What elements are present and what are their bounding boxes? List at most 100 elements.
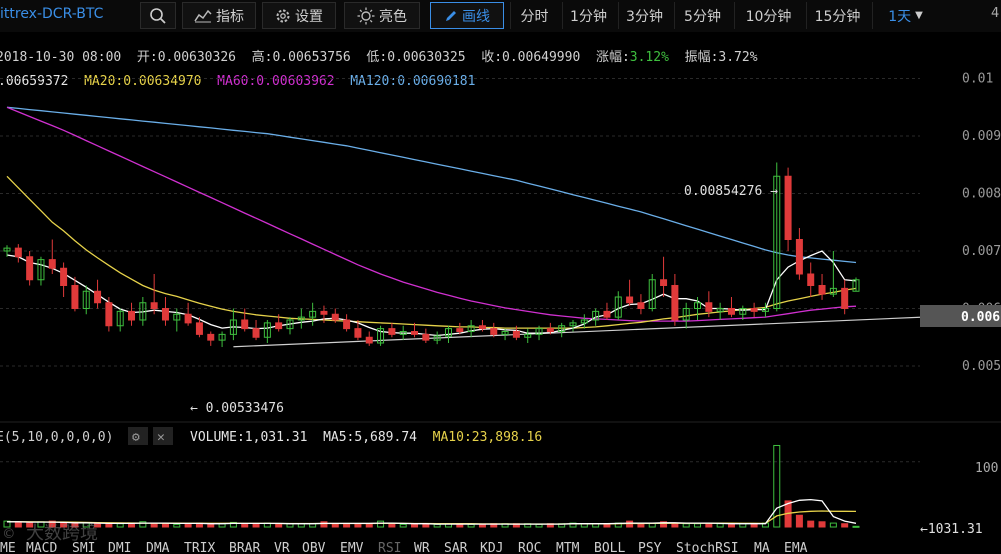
volume-bar	[26, 522, 34, 528]
volume-settings-button[interactable]	[128, 427, 148, 445]
volume-close-button[interactable]	[153, 427, 173, 445]
candle-body	[173, 313, 181, 321]
indicator-tab-dmi[interactable]: DMI	[108, 541, 131, 554]
candle-body	[252, 328, 260, 338]
indicator-tab-stochrsi[interactable]: StochRSI	[676, 541, 739, 554]
search-button[interactable]	[140, 2, 176, 29]
volume-bar	[388, 523, 396, 528]
candle-body	[161, 308, 169, 321]
candle-body	[580, 319, 588, 324]
indicator-tab-rsi[interactable]: RSI	[378, 541, 401, 554]
candle-body	[241, 319, 249, 330]
info-low: 0.00630325	[387, 50, 465, 65]
y-tick-label: 0.01	[962, 72, 993, 87]
draw-line-button[interactable]: 画线	[430, 2, 504, 29]
indicator-tab-psy[interactable]: PSY	[638, 541, 662, 554]
draw-line-label: 画线	[462, 8, 490, 25]
indicator-tab-ema[interactable]: EMA	[784, 541, 808, 554]
indicator-tab-mtm[interactable]: MTM	[556, 541, 580, 554]
indicator-tab-emv[interactable]: EMV	[340, 541, 364, 554]
candle-body	[841, 287, 849, 309]
caret-down-icon: ▼	[915, 10, 923, 21]
volume-bar	[795, 514, 803, 528]
info-date: 2018-10-30 08:00	[0, 50, 121, 65]
indicator-button[interactable]: 指标	[182, 2, 256, 29]
candle-body	[750, 308, 758, 312]
indicator-tab-dma[interactable]: DMA	[146, 541, 170, 554]
ma60-legend: MA60:0.00603962	[217, 74, 334, 89]
indicator-tab-ma[interactable]: MA	[754, 541, 770, 554]
timeframe-dropdown[interactable]: 1天 ▼	[872, 2, 938, 29]
candle-body	[512, 331, 520, 338]
timeframe-selected: 1天	[888, 8, 912, 25]
timeframe-0[interactable]: 分时	[510, 2, 558, 29]
watermark-logo-icon: ©	[4, 524, 14, 543]
timeframe-4[interactable]: 10分钟	[734, 2, 802, 29]
candle-body	[320, 310, 328, 315]
indicator-tab-trix[interactable]: TRIX	[184, 541, 215, 554]
timeframe-2[interactable]: 3分钟	[618, 2, 670, 29]
indicator-tab-vr[interactable]: VR	[274, 541, 290, 554]
candle-body	[207, 333, 215, 341]
candle-body	[592, 310, 600, 321]
candle-body	[3, 247, 11, 252]
info-change: 3.12%	[630, 50, 669, 65]
candle-body	[433, 335, 441, 341]
high-annotation: 0.00854276 →	[684, 184, 778, 199]
volume-bar	[807, 520, 815, 528]
candle-body	[818, 285, 826, 295]
candle-body	[331, 313, 339, 321]
sun-icon	[357, 7, 375, 24]
price-chart[interactable]: 2018-10-30 08:00 开:0.00630326 高:0.006537…	[0, 32, 1001, 554]
volume-bar	[467, 523, 475, 528]
indicator-tab-roc[interactable]: ROC	[518, 541, 541, 554]
close-icon: ✕	[157, 430, 165, 445]
volume-bar	[716, 523, 724, 528]
candle-body	[569, 322, 577, 327]
indicator-tab-macd[interactable]: MACD	[26, 541, 57, 554]
settings-label: 设置	[295, 8, 323, 25]
candle-body	[807, 273, 815, 286]
indicator-tab-obv[interactable]: OBV	[302, 541, 326, 554]
indicator-tab-sar[interactable]: SAR	[444, 541, 468, 554]
indicator-tab-boll[interactable]: BOLL	[594, 541, 625, 554]
timeframe-3[interactable]: 5分钟	[674, 2, 730, 29]
candle-body	[37, 259, 45, 281]
candle-body	[490, 328, 498, 335]
info-amplitude: 3.72%	[718, 50, 757, 65]
indicator-icon	[194, 9, 212, 22]
candle-body	[478, 325, 486, 330]
settings-button[interactable]: 设置	[262, 2, 336, 29]
candle-body	[128, 310, 136, 321]
indicator-tab-brar[interactable]: BRAR	[229, 541, 260, 554]
volume-bar	[694, 523, 702, 528]
light-theme-button[interactable]: 亮色	[344, 2, 420, 29]
indicator-label: 指标	[216, 8, 244, 25]
indicator-tab-smi[interactable]: SMI	[72, 541, 95, 554]
indicator-tab-wr[interactable]: WR	[414, 541, 430, 554]
volume-bar	[399, 523, 407, 528]
candle-body	[150, 302, 158, 309]
light-theme-label: 亮色	[379, 8, 407, 25]
indicator-tab-me[interactable]: ME	[0, 541, 16, 554]
candle-body	[603, 310, 611, 318]
volume-bar	[229, 521, 237, 528]
candle-body	[660, 279, 668, 286]
volume-bar	[116, 523, 124, 528]
timeframe-5[interactable]: 15分钟	[806, 2, 868, 29]
y-tick-label: 0.009	[962, 129, 1001, 144]
volume-bar	[433, 523, 441, 528]
volume-bar	[660, 521, 668, 528]
market-title[interactable]: ittrex-DCR-BTC	[0, 6, 104, 22]
volume-bar	[682, 523, 690, 528]
volume-bar	[252, 523, 260, 528]
indicator-tab-kdj[interactable]: KDJ	[480, 541, 503, 554]
timeframe-1[interactable]: 1分钟	[562, 2, 614, 29]
candle-body	[784, 175, 792, 240]
candle-body	[71, 285, 79, 309]
candle-body	[229, 319, 237, 335]
info-high: 0.00653756	[272, 50, 350, 65]
volume-bar	[184, 523, 192, 528]
volume-bar	[320, 521, 328, 528]
volume-legend: VOLUME:1,031.31 MA5:5,689.74 MA10:23,898…	[190, 430, 542, 445]
